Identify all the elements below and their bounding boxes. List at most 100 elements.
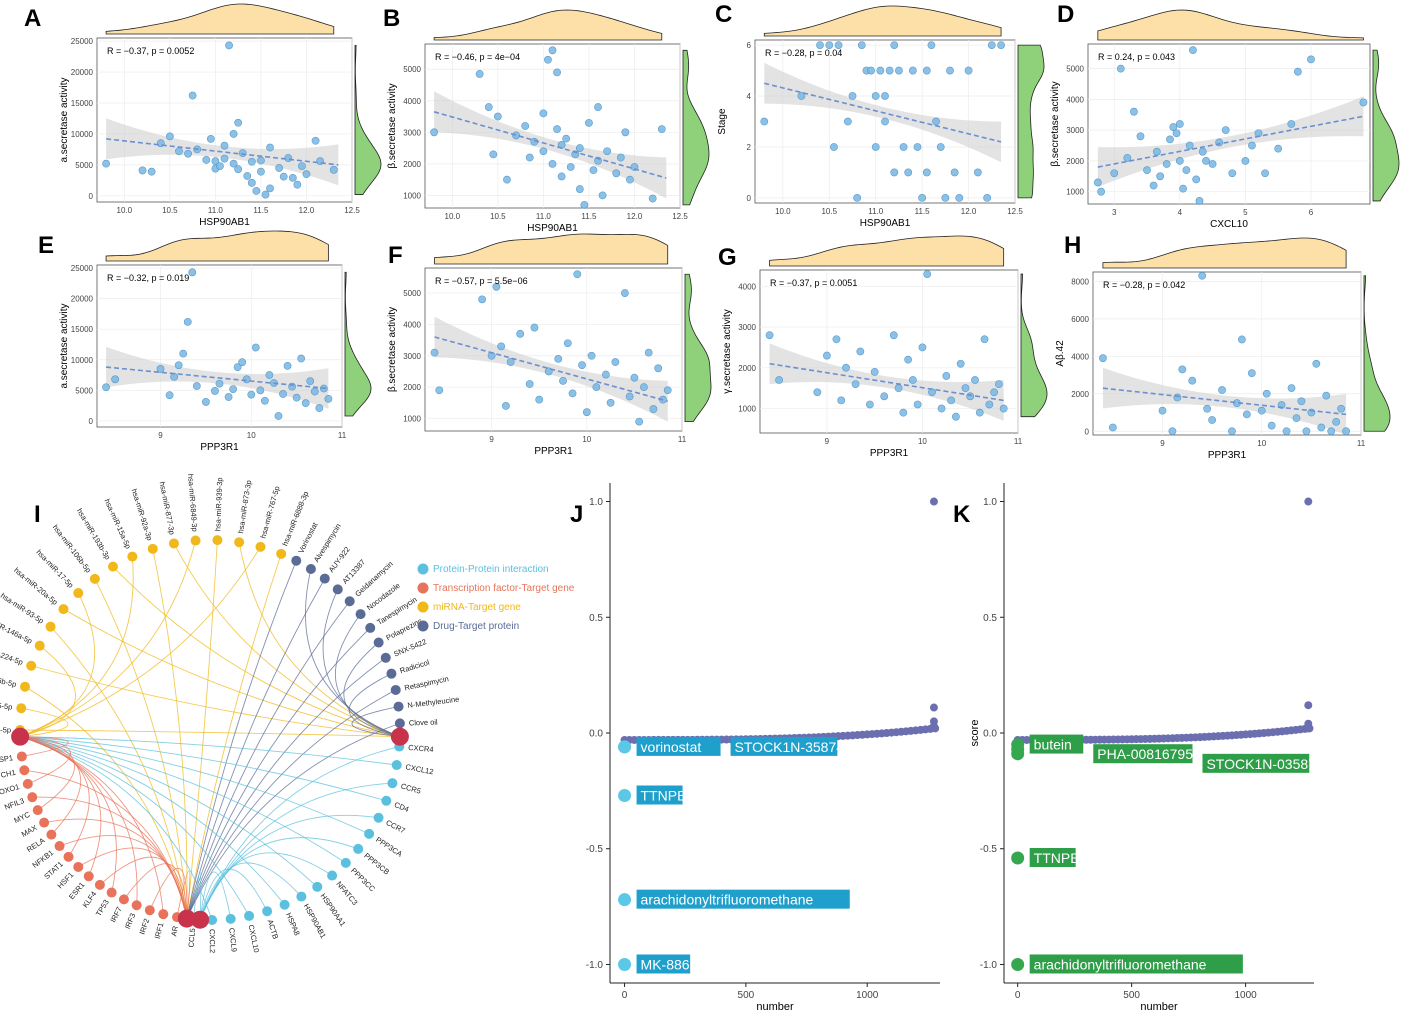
plot-frame xyxy=(96,37,353,203)
x-tick-label: 12.0 xyxy=(299,206,315,215)
y-tick-label: 20000 xyxy=(71,68,94,77)
trend-line xyxy=(105,366,329,390)
data-point xyxy=(881,92,889,100)
data-point xyxy=(985,400,994,409)
x-tick-label: 10.0 xyxy=(775,207,791,216)
data-point xyxy=(876,66,885,75)
network-node xyxy=(234,537,245,548)
data-point xyxy=(644,348,653,357)
y-tick-label: 0.5 xyxy=(589,613,603,624)
x-tick-label: 12.5 xyxy=(1007,207,1023,216)
compound-label: arachidonyltrifluoromethane xyxy=(641,892,814,908)
data-point xyxy=(825,41,834,49)
network-hub-node xyxy=(11,727,30,746)
x-axis-title: CXCL10 xyxy=(1210,219,1248,230)
y-axis-title: score xyxy=(969,720,981,747)
data-point xyxy=(1198,147,1207,156)
y-axis-title: a.secretase activity xyxy=(59,77,70,162)
x-tick-label: 10 xyxy=(918,437,927,446)
correlation-stat: R = −0.37, p = 0.0051 xyxy=(770,278,857,288)
data-point xyxy=(557,172,566,181)
network-node xyxy=(386,668,397,679)
data-point xyxy=(663,386,672,395)
network-node xyxy=(89,573,100,584)
y-tick-label: 1.0 xyxy=(983,497,997,508)
network-node xyxy=(45,621,56,632)
network-node-label: IRF7 xyxy=(108,905,123,924)
panel-letter: A xyxy=(24,5,41,32)
x-tick-label: 11 xyxy=(1357,439,1366,448)
data-point xyxy=(1342,427,1351,436)
network-node-label: hsa-miR-939-3p xyxy=(213,477,224,531)
network-node xyxy=(20,681,31,692)
compound-label-bg xyxy=(636,954,691,974)
data-point xyxy=(283,361,292,370)
network-edge xyxy=(78,847,188,919)
data-point xyxy=(990,388,999,397)
highlight-point xyxy=(1011,957,1025,971)
data-point xyxy=(966,392,975,401)
plot-frame xyxy=(96,264,343,428)
data-point xyxy=(1208,416,1217,424)
data-point xyxy=(987,41,996,49)
network-node xyxy=(373,812,384,823)
legend-swatch xyxy=(417,620,429,632)
x-tick-label: 0 xyxy=(1015,990,1021,1001)
x-axis-title: number xyxy=(1140,1001,1178,1011)
data-point xyxy=(247,157,256,166)
y-tick-label: 20000 xyxy=(71,295,94,304)
network-edge xyxy=(199,871,232,920)
data-point xyxy=(266,143,274,152)
panel-letter: C xyxy=(715,1,732,28)
network-panel-i: Ihsa-miR-1466-5p hsa-miR-335-5p hsa-miR-26… xyxy=(0,473,575,953)
data-point xyxy=(1237,335,1246,344)
y-tick-label: 10000 xyxy=(71,356,94,365)
data-point xyxy=(1172,129,1181,138)
network-edge xyxy=(19,736,117,893)
compound-label: MK-886 xyxy=(641,956,690,972)
x-tick-label: 11 xyxy=(338,431,347,440)
data-point xyxy=(251,343,260,352)
right-density-curve xyxy=(682,49,710,206)
network-node xyxy=(73,588,84,599)
score-point xyxy=(1304,701,1313,710)
x-tick-label: 4 xyxy=(1178,208,1183,217)
data-point xyxy=(598,191,607,200)
network-node xyxy=(39,817,50,828)
network-node xyxy=(394,718,405,729)
x-tick-label: 11 xyxy=(1014,437,1023,446)
data-point xyxy=(211,157,220,166)
data-point xyxy=(927,41,936,49)
correlation-stat: R = −0.37, p = 0.0052 xyxy=(107,46,194,56)
y-tick-label: 4 xyxy=(747,92,752,101)
network-edge xyxy=(19,540,197,738)
y-tick-label: 0 xyxy=(747,194,752,203)
y-tick-label: 2000 xyxy=(403,383,421,392)
data-point xyxy=(188,268,197,277)
data-point xyxy=(102,159,111,168)
correlation-stat: R = 0.24, p = 0.043 xyxy=(1098,52,1175,62)
y-tick-label: 2 xyxy=(747,143,752,152)
network-node-label: CCL5 xyxy=(187,928,198,948)
network-edges xyxy=(19,540,401,921)
network-edge xyxy=(20,736,318,888)
data-point xyxy=(1332,417,1341,426)
data-point xyxy=(932,117,940,126)
network-node-label: FOXO1 xyxy=(0,782,20,798)
network-node xyxy=(364,828,375,839)
x-tick-label: 12.0 xyxy=(627,212,643,221)
score-point xyxy=(1304,497,1313,506)
data-point xyxy=(535,395,544,404)
data-point xyxy=(612,169,621,178)
compound-label-bg xyxy=(636,889,850,909)
data-point xyxy=(975,408,984,417)
trend-line xyxy=(106,138,339,166)
compound-label: TTNPB xyxy=(641,788,687,804)
data-point xyxy=(999,404,1008,413)
data-point xyxy=(279,390,287,398)
data-point xyxy=(856,347,865,356)
data-point xyxy=(1099,354,1107,363)
data-point xyxy=(904,168,913,177)
network-edge xyxy=(20,736,71,785)
score-panel-j: J -1.0 -0.5 0.0 0.5 1.0 0 500 1000 number vorinost… xyxy=(570,483,940,1011)
